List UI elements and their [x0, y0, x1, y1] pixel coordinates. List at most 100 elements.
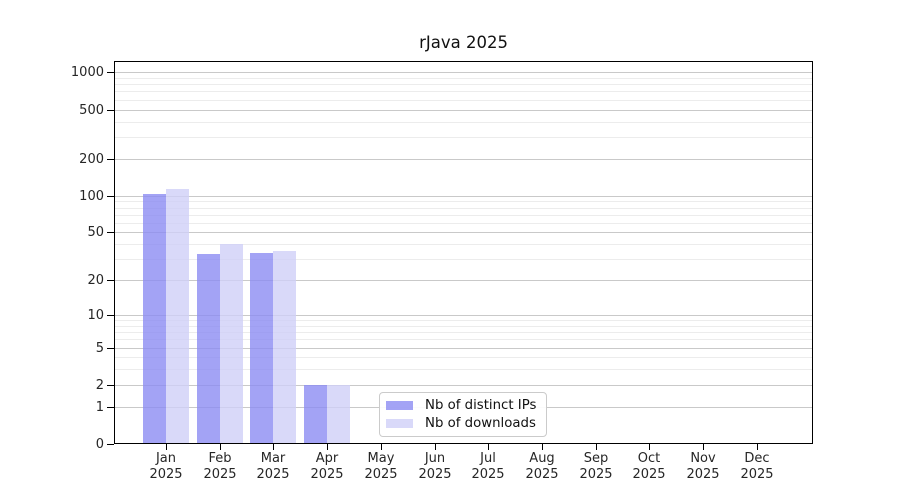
- y-tick-500: [107, 110, 114, 111]
- legend-label-downloads: Nb of downloads: [425, 415, 536, 431]
- x-tick-mar-2025: [273, 444, 274, 450]
- y-tick-label-50: 50: [87, 225, 104, 240]
- gridline-minor-80: [115, 208, 812, 209]
- x-tick-label-line: Nov: [690, 451, 716, 466]
- x-tick-label-line: 2025: [364, 467, 398, 482]
- gridline-major-500: [115, 110, 812, 111]
- y-tick-200: [107, 159, 114, 160]
- x-tick-label-line: Dec: [744, 451, 770, 466]
- x-tick-label-line: 2025: [203, 467, 237, 482]
- y-tick-label-5: 5: [95, 341, 104, 356]
- x-tick-label-line: Jan: [155, 451, 177, 466]
- legend-item-downloads: Nb of downloads: [386, 415, 536, 432]
- gridline-minor-600: [115, 100, 812, 101]
- gridline-major-100: [115, 196, 812, 197]
- x-tick-label-sep-2025: Sep 2025: [569, 451, 623, 483]
- gridline-minor-30: [115, 259, 812, 260]
- gridline-minor-60: [115, 223, 812, 224]
- legend-swatch-downloads: [386, 418, 413, 428]
- gridline-minor-700: [115, 91, 812, 92]
- x-tick-label-line: Sep: [583, 451, 609, 466]
- gridline-minor-300: [115, 137, 812, 138]
- x-tick-label-line: 2025: [632, 467, 666, 482]
- x-tick-may-2025: [381, 444, 382, 450]
- x-tick-nov-2025: [703, 444, 704, 450]
- x-tick-label-line: 2025: [525, 467, 559, 482]
- gridline-minor-90: [115, 201, 812, 202]
- x-tick-label-line: Feb: [208, 451, 232, 466]
- bar-jan-2025-nb-of-downloads: [166, 188, 189, 444]
- x-tick-label-feb-2025: Feb 2025: [193, 451, 247, 483]
- gridline-major-2: [115, 385, 812, 386]
- legend-swatch-distinct-ips: [386, 401, 413, 411]
- gridline-major-1000: [115, 72, 812, 73]
- gridline-minor-6: [115, 339, 812, 340]
- gridline-minor-400: [115, 122, 812, 123]
- x-tick-aug-2025: [542, 444, 543, 450]
- x-tick-label-line: Jul: [480, 451, 496, 466]
- x-tick-label-jul-2025: Jul 2025: [461, 451, 515, 483]
- gridline-major-200: [115, 159, 812, 160]
- x-tick-label-oct-2025: Oct 2025: [622, 451, 676, 483]
- x-tick-label-jun-2025: Jun 2025: [408, 451, 462, 483]
- x-tick-label-line: 2025: [579, 467, 613, 482]
- x-tick-label-jan-2025: Jan 2025: [139, 451, 193, 483]
- legend-label-distinct-ips: Nb of distinct IPs: [425, 398, 537, 414]
- x-tick-oct-2025: [649, 444, 650, 450]
- x-tick-label-line: 2025: [418, 467, 452, 482]
- gridline-major-10: [115, 315, 812, 316]
- y-tick-label-500: 500: [79, 103, 104, 118]
- x-tick-label-line: Mar: [260, 451, 286, 466]
- gridline-minor-70: [115, 215, 812, 216]
- y-tick-label-200: 200: [79, 152, 104, 167]
- bar-mar-2025-nb-of-distinct-ips: [250, 252, 274, 444]
- x-tick-feb-2025: [220, 444, 221, 450]
- x-tick-label-aug-2025: Aug 2025: [515, 451, 569, 483]
- gridline-major-5: [115, 348, 812, 349]
- x-tick-label-line: 2025: [149, 467, 183, 482]
- y-tick-label-20: 20: [87, 273, 104, 288]
- gridline-major-50: [115, 232, 812, 233]
- chart-title: rJava 2025: [419, 33, 508, 52]
- y-tick-label-1: 1: [95, 400, 104, 415]
- y-tick-5: [107, 348, 114, 349]
- bar-feb-2025-nb-of-distinct-ips: [196, 254, 220, 444]
- y-tick-2: [107, 385, 114, 386]
- x-tick-label-line: May: [367, 451, 395, 466]
- x-tick-apr-2025: [327, 444, 328, 450]
- legend-item-distinct-ips: Nb of distinct IPs: [386, 397, 536, 414]
- y-tick-1: [107, 407, 114, 408]
- legend: Nb of distinct IPs Nb of downloads: [379, 392, 548, 437]
- x-tick-dec-2025: [757, 444, 758, 450]
- gridline-minor-4: [115, 357, 812, 358]
- gridline-minor-7: [115, 332, 812, 333]
- gridline-minor-40: [115, 244, 812, 245]
- x-tick-label-may-2025: May 2025: [354, 451, 408, 483]
- bar-apr-2025-nb-of-downloads: [327, 384, 351, 444]
- gridline-minor-8: [115, 326, 812, 327]
- y-tick-50: [107, 232, 114, 233]
- x-tick-jan-2025: [166, 444, 167, 450]
- bar-jan-2025-nb-of-distinct-ips: [143, 194, 166, 444]
- x-tick-label-line: Jun: [424, 451, 446, 466]
- gridline-minor-800: [115, 84, 812, 85]
- x-tick-label-nov-2025: Nov 2025: [676, 451, 730, 483]
- x-tick-label-mar-2025: Mar 2025: [246, 451, 300, 483]
- bar-feb-2025-nb-of-downloads: [219, 244, 243, 444]
- x-tick-label-line: 2025: [686, 467, 720, 482]
- y-tick-20: [107, 280, 114, 281]
- x-tick-label-line: Aug: [529, 451, 555, 466]
- y-tick-1000: [107, 72, 114, 73]
- y-tick-label-1000: 1000: [70, 65, 104, 80]
- x-tick-jul-2025: [488, 444, 489, 450]
- y-tick-label-0: 0: [95, 437, 104, 452]
- x-tick-label-line: Oct: [637, 451, 661, 466]
- y-tick-0: [107, 444, 114, 445]
- x-tick-sep-2025: [596, 444, 597, 450]
- x-tick-label-line: 2025: [740, 467, 774, 482]
- y-tick-100: [107, 196, 114, 197]
- bar-apr-2025-nb-of-distinct-ips: [304, 384, 328, 444]
- gridline-minor-3: [115, 369, 812, 370]
- x-tick-label-line: Apr: [315, 451, 339, 466]
